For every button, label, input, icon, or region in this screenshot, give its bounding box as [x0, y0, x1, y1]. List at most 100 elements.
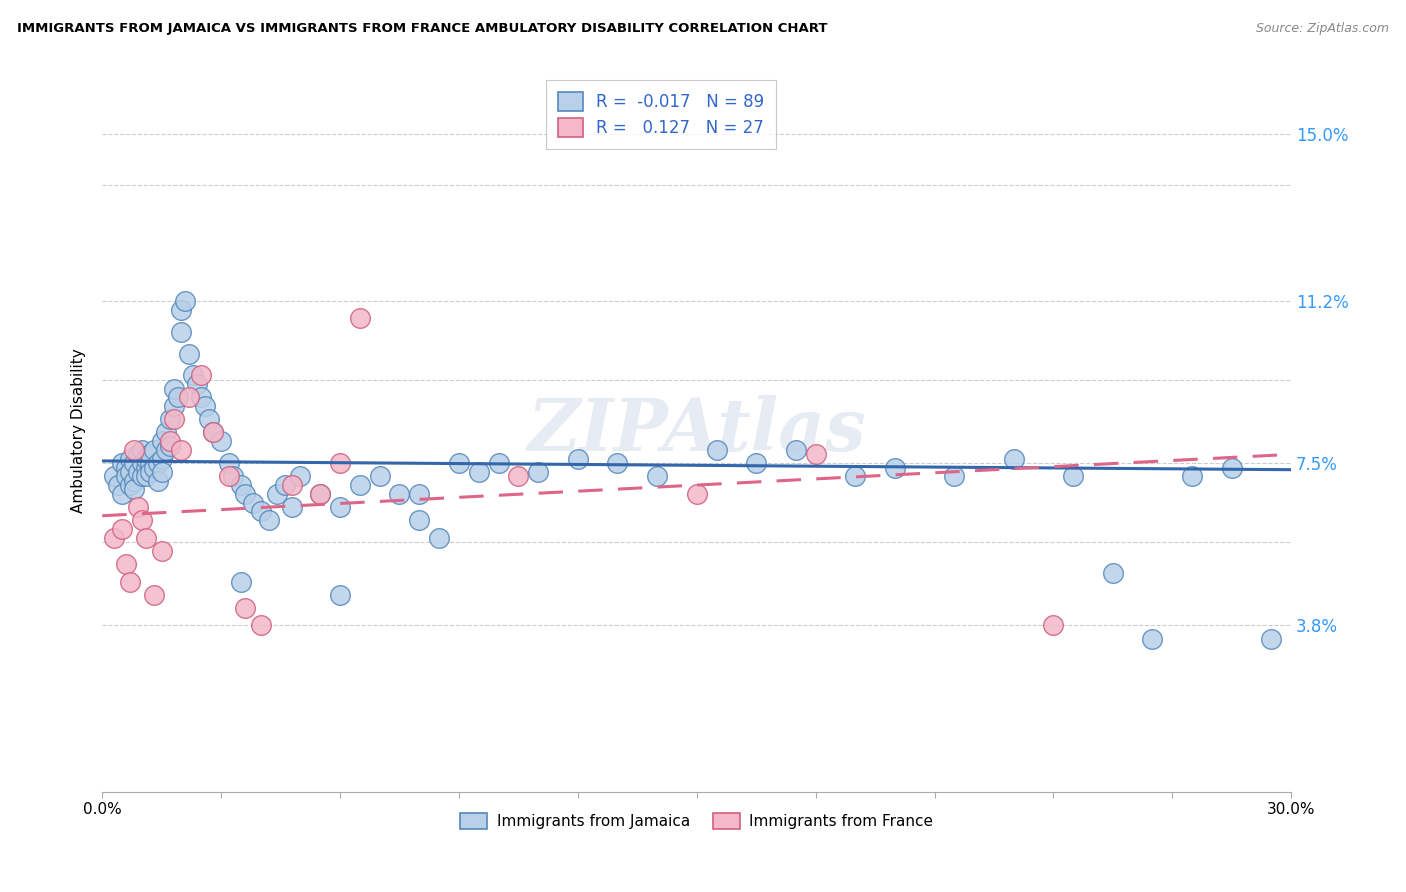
Point: [249, 618, 271, 632]
Point: [1042, 618, 1064, 632]
Point: [508, 469, 530, 483]
Point: [706, 442, 728, 457]
Point: [686, 487, 709, 501]
Text: IMMIGRANTS FROM JAMAICA VS IMMIGRANTS FROM FRANCE AMBULATORY DISABILITY CORRELAT: IMMIGRANTS FROM JAMAICA VS IMMIGRANTS FR…: [17, 22, 827, 36]
Point: [179, 346, 201, 360]
Point: [447, 456, 470, 470]
Point: [131, 513, 153, 527]
Point: [127, 500, 149, 514]
Point: [118, 574, 141, 589]
Legend: Immigrants from Jamaica, Immigrants from France: Immigrants from Jamaica, Immigrants from…: [454, 806, 939, 835]
Point: [135, 460, 157, 475]
Point: [349, 478, 371, 492]
Point: [111, 456, 134, 470]
Point: [281, 500, 304, 514]
Point: [257, 513, 280, 527]
Point: [162, 399, 184, 413]
Point: [329, 500, 352, 514]
Point: [233, 600, 256, 615]
Point: [1260, 632, 1282, 646]
Point: [170, 442, 193, 457]
Point: [118, 478, 141, 492]
Point: [122, 456, 145, 470]
Point: [427, 531, 450, 545]
Point: [309, 487, 332, 501]
Point: [107, 478, 129, 492]
Point: [122, 442, 145, 457]
Point: [122, 474, 145, 488]
Point: [1142, 632, 1164, 646]
Point: [190, 390, 212, 404]
Point: [527, 465, 550, 479]
Point: [146, 474, 169, 488]
Point: [202, 425, 225, 440]
Point: [190, 368, 212, 383]
Point: [388, 487, 411, 501]
Point: [183, 368, 205, 383]
Point: [229, 574, 252, 589]
Point: [194, 399, 217, 413]
Point: [166, 390, 188, 404]
Point: [127, 447, 149, 461]
Point: [155, 442, 177, 457]
Point: [329, 456, 352, 470]
Point: [488, 456, 510, 470]
Point: [162, 412, 184, 426]
Text: ZIPAtlas: ZIPAtlas: [527, 395, 866, 466]
Point: [179, 390, 201, 404]
Point: [170, 325, 193, 339]
Point: [115, 460, 138, 475]
Point: [174, 293, 197, 308]
Point: [645, 469, 668, 483]
Point: [209, 434, 232, 449]
Point: [150, 451, 173, 466]
Point: [202, 425, 225, 440]
Point: [785, 442, 807, 457]
Point: [122, 483, 145, 497]
Point: [745, 456, 768, 470]
Point: [170, 302, 193, 317]
Point: [155, 425, 177, 440]
Point: [606, 456, 628, 470]
Point: [242, 495, 264, 509]
Point: [135, 469, 157, 483]
Point: [943, 469, 966, 483]
Point: [118, 465, 141, 479]
Point: [127, 465, 149, 479]
Point: [1062, 469, 1084, 483]
Point: [804, 447, 827, 461]
Y-axis label: Ambulatory Disability: Ambulatory Disability: [72, 348, 86, 513]
Point: [142, 442, 165, 457]
Point: [844, 469, 866, 483]
Point: [159, 412, 181, 426]
Point: [150, 544, 173, 558]
Point: [309, 487, 332, 501]
Point: [111, 487, 134, 501]
Text: Source: ZipAtlas.com: Source: ZipAtlas.com: [1256, 22, 1389, 36]
Point: [567, 451, 589, 466]
Point: [1102, 566, 1125, 580]
Point: [135, 451, 157, 466]
Point: [159, 434, 181, 449]
Point: [408, 487, 430, 501]
Point: [111, 522, 134, 536]
Point: [467, 465, 489, 479]
Point: [131, 442, 153, 457]
Point: [1220, 460, 1243, 475]
Point: [408, 513, 430, 527]
Point: [150, 465, 173, 479]
Point: [139, 456, 162, 470]
Point: [281, 478, 304, 492]
Point: [273, 478, 295, 492]
Point: [115, 557, 138, 571]
Point: [103, 531, 125, 545]
Point: [131, 469, 153, 483]
Point: [139, 465, 162, 479]
Point: [135, 531, 157, 545]
Point: [218, 456, 240, 470]
Point: [198, 412, 221, 426]
Point: [1002, 451, 1025, 466]
Point: [222, 469, 245, 483]
Point: [368, 469, 391, 483]
Point: [159, 439, 181, 453]
